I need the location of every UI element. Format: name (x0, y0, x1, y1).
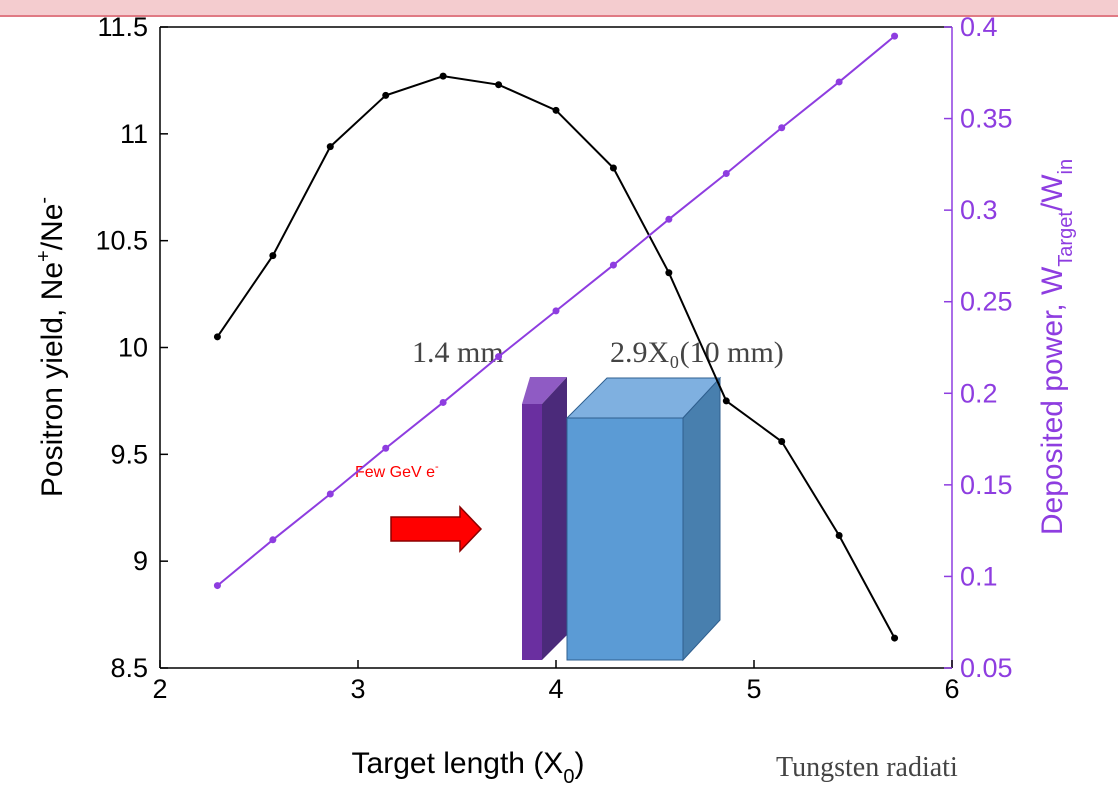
y-tick-label: 11 (120, 119, 148, 149)
top-band (0, 0, 1118, 16)
data-point (439, 72, 447, 80)
data-point (552, 106, 560, 114)
data-point (326, 143, 334, 151)
y2-tick-label: 0.3 (960, 195, 998, 225)
data-point (552, 307, 560, 315)
y-axis-label: Positron yield, Ne+/Ne- (33, 197, 69, 497)
data-point (891, 32, 899, 40)
y-tick-label: 9 (133, 546, 148, 576)
data-point (722, 170, 730, 178)
annotation: 2.9X₀(10 mm) (610, 336, 784, 369)
data-point (778, 438, 786, 446)
data-point (609, 164, 617, 172)
y-tick-label: 8.5 (110, 653, 148, 683)
y-tick-label: 11.5 (97, 12, 148, 42)
y2-tick-label: 0.2 (960, 378, 998, 408)
y2-tick-label: 0.25 (960, 287, 1013, 317)
x-tick-label: 3 (350, 674, 365, 704)
data-point (382, 444, 390, 452)
target-illustration (390, 376, 722, 662)
data-point (665, 215, 673, 223)
data-point (382, 91, 390, 99)
y-tick-label: 10 (118, 333, 148, 363)
data-point (835, 532, 843, 540)
data-point (665, 269, 673, 277)
x-axis-label: Target length (X0) (352, 747, 585, 788)
data-point (722, 397, 730, 405)
y2-tick-label: 0.1 (960, 561, 998, 591)
annotation: Few GeV e- (355, 461, 439, 481)
y2-axis-label: Deposited power, WTarget/Win (1036, 159, 1077, 535)
data-point (495, 353, 503, 361)
y2-tick-label: 0.4 (960, 12, 998, 42)
annotation: 1.4 mm (412, 336, 504, 369)
x-tick-label: 6 (944, 674, 959, 704)
data-point (891, 634, 899, 642)
x-tick-label: 2 (152, 674, 167, 704)
data-point (213, 333, 221, 341)
x-tick-label: 5 (746, 674, 761, 704)
data-point (495, 81, 503, 89)
y2-tick-label: 0.05 (960, 653, 1013, 683)
data-point (326, 490, 334, 498)
y2-tick-label: 0.35 (960, 104, 1013, 134)
y-tick-label: 9.5 (110, 439, 148, 469)
caption: Tungsten radiati (776, 752, 958, 783)
data-point (213, 582, 221, 590)
y2-tick-label: 0.15 (960, 470, 1013, 500)
data-point (609, 261, 617, 269)
data-point (835, 78, 843, 86)
data-point (269, 252, 277, 260)
data-point (778, 124, 786, 132)
y-tick-label: 10.5 (95, 226, 148, 256)
data-point (439, 398, 447, 406)
data-point (269, 536, 277, 544)
x-tick-label: 4 (548, 674, 563, 704)
